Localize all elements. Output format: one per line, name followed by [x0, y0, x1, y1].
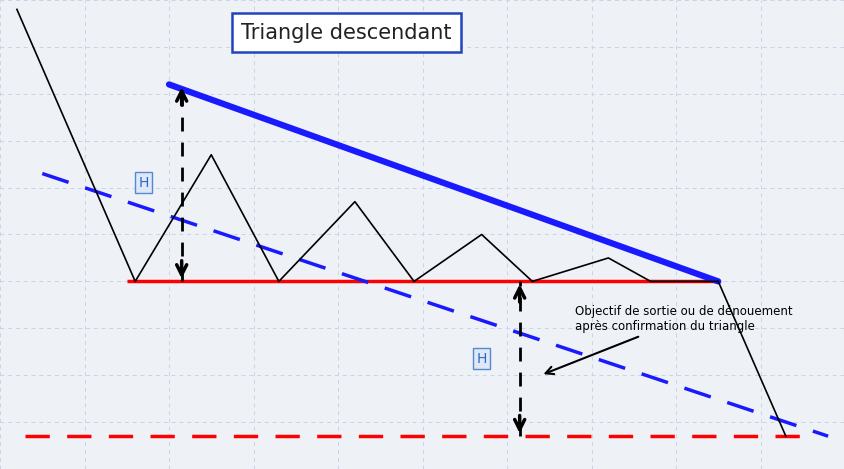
Text: Objectif de sortie ou de dénouement
après confirmation du triangle: Objectif de sortie ou de dénouement aprè…	[545, 305, 792, 374]
Text: Triangle descendant: Triangle descendant	[241, 23, 452, 43]
Text: H: H	[476, 352, 486, 366]
Text: H: H	[138, 176, 149, 190]
